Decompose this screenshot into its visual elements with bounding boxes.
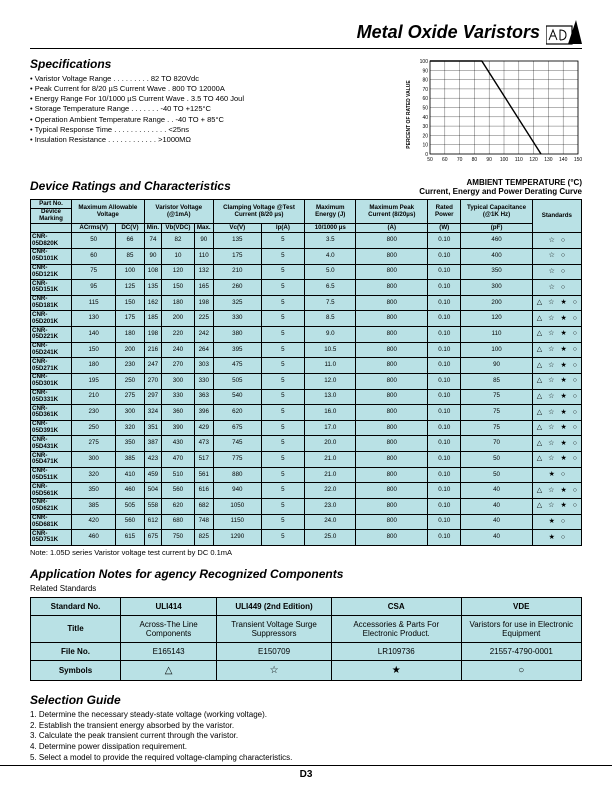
selection-guide-list: 1. Determine the necessary steady-state … <box>30 710 582 764</box>
svg-text:150: 150 <box>574 157 582 163</box>
standards-table: Standard No.ULI414ULI449 (2nd Edition)CS… <box>30 597 582 681</box>
table-row: CNR-05D561K350460504560616940522.08000.1… <box>31 483 582 499</box>
app-notes-heading: Application Notes for agency Recognized … <box>30 567 582 581</box>
svg-text:130: 130 <box>544 157 553 163</box>
svg-text:40: 40 <box>422 115 428 121</box>
table-row: CNR-05D151K9512513515016526056.58000.103… <box>31 280 582 296</box>
svg-text:30: 30 <box>422 124 428 130</box>
table-row: CNR-05D820K506674829013553.58000.10460☆○ <box>31 233 582 249</box>
table-row: Symbols△☆★○ <box>31 660 582 680</box>
brand-logo <box>546 18 582 46</box>
spec-line: • Peak Current for 8/20 µS Current Wave … <box>30 84 396 94</box>
app-notes-sub: Related Standards <box>30 584 582 593</box>
spec-line: • Energy Range For 10/1000 µS Current Wa… <box>30 94 396 104</box>
table-row: CNR-05D271K180230247270303475511.08000.1… <box>31 358 582 374</box>
ratings-table: Part No.Maximum Allowable VoltageVaristo… <box>30 199 582 546</box>
selection-step: 1. Determine the necessary steady-state … <box>30 710 582 721</box>
selection-step: 3. Calculate the peak transient current … <box>30 731 582 742</box>
spec-line: • Insulation Resistance . . . . . . . . … <box>30 135 396 145</box>
spec-line: • Operation Ambient Temperature Range . … <box>30 115 396 125</box>
table-row: CNR-05D621K3855055586206821050523.08000.… <box>31 498 582 514</box>
table-row: CNR-05D241K150200216240264395510.58000.1… <box>31 342 582 358</box>
spec-line: • Storage Temperature Range . . . . . . … <box>30 104 396 114</box>
svg-text:90: 90 <box>422 68 428 74</box>
svg-text:20: 20 <box>422 133 428 139</box>
svg-text:90: 90 <box>486 157 492 163</box>
table-row: CNR-05D751K4606156757508251290525.08000.… <box>31 530 582 546</box>
table-row: CNR-05D391K250320351390429675517.08000.1… <box>31 420 582 436</box>
table-row: CNR-05D431K275350387430473745520.08000.1… <box>31 436 582 452</box>
selection-step: 5. Select a model to provide the require… <box>30 753 582 764</box>
svg-text:60: 60 <box>442 157 448 163</box>
svg-text:110: 110 <box>515 157 523 163</box>
table-row: CNR-05D331K210275297330363540513.08000.1… <box>31 389 582 405</box>
table-row: CNR-05D101K6085901011017554.08000.10400☆… <box>31 248 582 264</box>
spec-line: • Varistor Voltage Range . . . . . . . .… <box>30 74 396 84</box>
svg-text:100: 100 <box>420 59 429 65</box>
derating-chart: 1009080706050403020100506070809010011012… <box>402 57 582 172</box>
svg-text:100: 100 <box>500 157 509 163</box>
table-row: CNR-05D181K11515016218019832557.58000.10… <box>31 295 582 311</box>
svg-text:70: 70 <box>457 157 463 163</box>
specifications-heading: Specifications <box>30 57 396 71</box>
table-row: CNR-05D121K7510010812013221055.08000.103… <box>31 264 582 280</box>
page-footer: D3 <box>0 765 612 780</box>
svg-text:120: 120 <box>529 157 538 163</box>
svg-text:70: 70 <box>422 87 428 93</box>
table-row: CNR-05D201K13017518520022533058.58000.10… <box>31 311 582 327</box>
svg-text:50: 50 <box>427 157 433 163</box>
table-row: CNR-05D511K320410459510561880521.08000.1… <box>31 467 582 483</box>
table-row: CNR-05D301K195250270300330505512.08000.1… <box>31 373 582 389</box>
page-header: Metal Oxide Varistors <box>30 18 582 49</box>
svg-text:50: 50 <box>422 106 428 112</box>
page-title: Metal Oxide Varistors <box>357 22 540 43</box>
device-ratings-heading: Device Ratings and Characteristics <box>30 179 231 193</box>
svg-text:140: 140 <box>559 157 568 163</box>
table-row: CNR-05D681K4205606126807481150524.08000.… <box>31 514 582 530</box>
table-row: CNR-05D471K300385423470517775521.08000.1… <box>31 452 582 468</box>
chart-caption: AMBIENT TEMPERATURE (°C) Current, Energy… <box>419 178 582 196</box>
table-row: CNR-05D361K230300324360396620516.08000.1… <box>31 405 582 421</box>
ratings-note: Note: 1.05D series Varistor voltage test… <box>30 548 582 557</box>
svg-text:60: 60 <box>422 96 428 102</box>
table-row: File No.E165143E150709LR10973621557-4790… <box>31 642 582 660</box>
table-row: TitleAcross-The Line ComponentsTransient… <box>31 615 582 642</box>
selection-step: 2. Establish the transient energy absorb… <box>30 721 582 732</box>
svg-text:80: 80 <box>472 157 478 163</box>
specifications-list: • Varistor Voltage Range . . . . . . . .… <box>30 74 396 145</box>
spec-line: • Typical Response Time . . . . . . . . … <box>30 125 396 135</box>
svg-text:10: 10 <box>422 143 428 149</box>
selection-guide-heading: Selection Guide <box>30 693 582 707</box>
table-row: CNR-05D221K14018019822024238059.08000.10… <box>31 327 582 343</box>
svg-text:PERCENT OF RATED VALUE: PERCENT OF RATED VALUE <box>406 80 412 149</box>
svg-text:80: 80 <box>422 78 428 84</box>
selection-step: 4. Determine power dissipation requireme… <box>30 742 582 753</box>
